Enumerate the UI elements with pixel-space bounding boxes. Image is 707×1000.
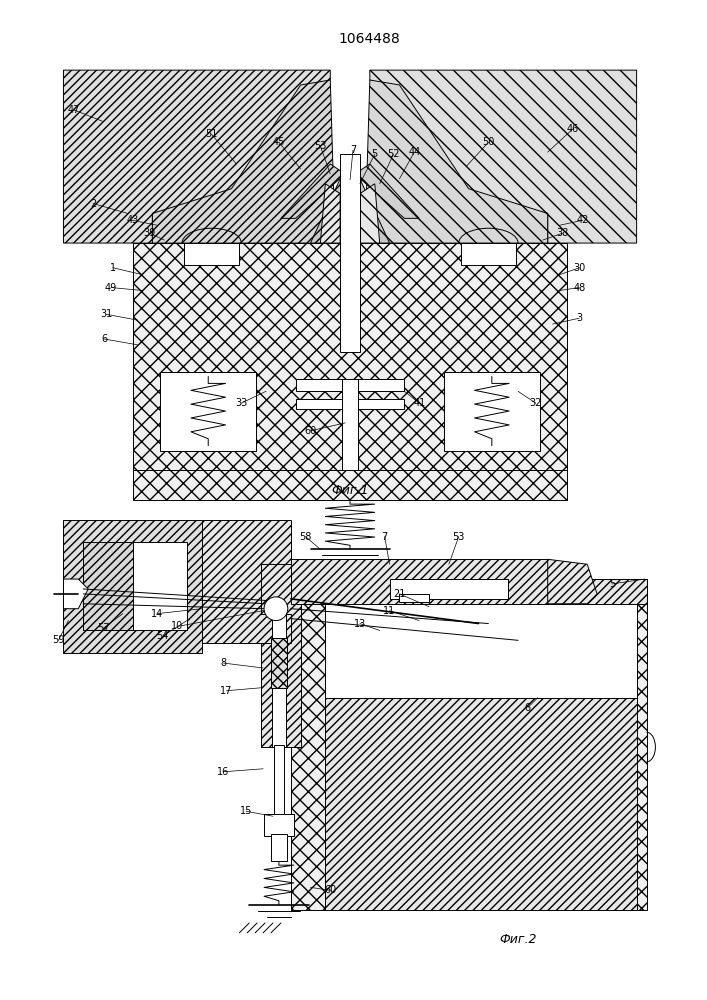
Text: 54: 54 xyxy=(156,631,168,641)
Polygon shape xyxy=(64,520,201,653)
Polygon shape xyxy=(83,542,133,630)
Text: 52: 52 xyxy=(387,149,399,159)
Bar xyxy=(271,638,287,688)
Bar xyxy=(274,745,284,816)
Bar xyxy=(340,154,360,352)
Bar xyxy=(264,814,293,836)
Text: 58: 58 xyxy=(299,532,312,542)
Text: 42: 42 xyxy=(576,215,588,225)
Text: 31: 31 xyxy=(100,309,112,319)
Polygon shape xyxy=(325,698,636,910)
Text: 50: 50 xyxy=(482,137,495,147)
Text: 10: 10 xyxy=(171,621,183,631)
Text: 60: 60 xyxy=(305,426,317,436)
Text: 51: 51 xyxy=(206,129,218,139)
Polygon shape xyxy=(365,80,548,243)
Text: Фиг.1: Фиг.1 xyxy=(332,484,369,497)
Bar xyxy=(342,379,358,470)
Polygon shape xyxy=(201,520,291,643)
Bar xyxy=(184,243,240,265)
Text: 49: 49 xyxy=(105,283,117,293)
Text: 6: 6 xyxy=(525,703,531,713)
Text: 53: 53 xyxy=(452,532,465,542)
Text: 43: 43 xyxy=(127,215,139,225)
Polygon shape xyxy=(133,243,568,470)
Bar xyxy=(399,594,429,602)
Text: 30: 30 xyxy=(573,263,585,273)
Text: 5: 5 xyxy=(609,579,615,589)
Text: 7: 7 xyxy=(350,145,356,155)
Text: 14: 14 xyxy=(151,609,163,619)
Polygon shape xyxy=(340,179,390,243)
Text: Фиг.2: Фиг.2 xyxy=(499,933,537,946)
Bar xyxy=(444,372,539,451)
Polygon shape xyxy=(291,579,646,910)
Text: 3: 3 xyxy=(576,313,583,323)
Text: 16: 16 xyxy=(218,767,230,777)
Bar xyxy=(296,379,404,391)
Text: 32: 32 xyxy=(530,398,542,408)
Polygon shape xyxy=(360,184,380,243)
Text: 13: 13 xyxy=(354,619,366,629)
Bar xyxy=(325,604,636,698)
Text: 1064488: 1064488 xyxy=(339,32,401,46)
Text: 38: 38 xyxy=(556,228,568,238)
Text: 60: 60 xyxy=(324,885,337,895)
Bar xyxy=(271,834,287,861)
Text: 46: 46 xyxy=(566,124,578,134)
Text: 2: 2 xyxy=(90,199,96,209)
Text: 33: 33 xyxy=(235,398,247,408)
Text: 1: 1 xyxy=(110,263,116,273)
Text: 44: 44 xyxy=(408,147,421,157)
Text: 41: 41 xyxy=(413,398,426,408)
Text: 57: 57 xyxy=(97,623,110,633)
Polygon shape xyxy=(64,579,88,609)
Text: 5: 5 xyxy=(372,149,378,159)
Text: 17: 17 xyxy=(221,686,233,696)
Text: 47: 47 xyxy=(67,105,79,115)
Bar xyxy=(83,542,187,630)
Polygon shape xyxy=(320,184,340,243)
Polygon shape xyxy=(355,164,419,218)
Text: 7: 7 xyxy=(382,532,387,542)
Text: 53: 53 xyxy=(314,141,327,151)
Text: 21: 21 xyxy=(393,589,406,599)
Bar xyxy=(461,243,516,265)
Bar xyxy=(390,579,508,599)
Bar xyxy=(296,399,404,409)
Text: 11: 11 xyxy=(383,606,396,616)
Polygon shape xyxy=(201,564,291,614)
Bar xyxy=(272,614,286,747)
Text: 45: 45 xyxy=(273,137,285,147)
Polygon shape xyxy=(291,559,548,604)
Text: 15: 15 xyxy=(240,806,252,816)
Bar xyxy=(291,579,646,604)
Circle shape xyxy=(264,597,288,621)
Polygon shape xyxy=(548,559,597,604)
Bar xyxy=(160,372,256,451)
Polygon shape xyxy=(370,70,636,243)
Text: 8: 8 xyxy=(221,658,227,668)
Polygon shape xyxy=(64,70,330,243)
Polygon shape xyxy=(261,559,300,747)
Polygon shape xyxy=(153,80,335,243)
Bar xyxy=(133,470,568,500)
Text: 39: 39 xyxy=(144,228,156,238)
Polygon shape xyxy=(310,179,360,243)
Polygon shape xyxy=(281,164,345,218)
Text: 48: 48 xyxy=(573,283,585,293)
Text: 59: 59 xyxy=(52,635,65,645)
Text: 6: 6 xyxy=(101,334,107,344)
